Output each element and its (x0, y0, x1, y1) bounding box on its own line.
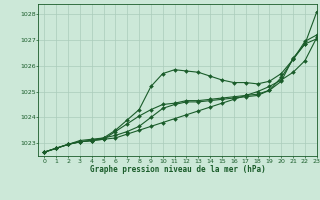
X-axis label: Graphe pression niveau de la mer (hPa): Graphe pression niveau de la mer (hPa) (90, 165, 266, 174)
